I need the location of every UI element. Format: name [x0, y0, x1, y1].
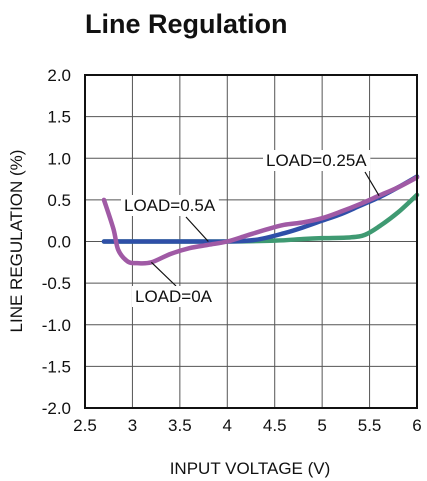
- y-tick-label: -2.0: [42, 399, 71, 418]
- plot-frame: [84, 74, 418, 409]
- annotation-background: [263, 150, 371, 171]
- y-tick-label: -0.5: [42, 274, 71, 293]
- x-tick-label: 4.5: [263, 416, 287, 435]
- x-tick-label: 2.5: [73, 416, 97, 435]
- x-tick-labels: 2.5 3 3.5 4 4.5 5 5.5 6: [73, 416, 422, 435]
- annotation-leader-line: [185, 216, 209, 242]
- annotation-leader-line: [364, 171, 380, 197]
- y-tick-label: 2.0: [47, 66, 71, 85]
- series-line-load-0a: [101, 175, 420, 266]
- x-tick-label: 3.5: [168, 416, 192, 435]
- annotation-leader-line: [150, 261, 177, 287]
- y-tick-labels: -2.0 -1.5 -1.0 -0.5 0.0 0.5 1.0 1.5 2.0: [42, 66, 71, 418]
- x-tick-label: 6: [412, 416, 421, 435]
- y-tick-label: -1.5: [42, 357, 71, 376]
- y-tick-label: -1.0: [42, 316, 71, 335]
- x-tick-label: 3: [128, 416, 137, 435]
- annotation-label: LOAD=0A: [135, 287, 213, 306]
- y-tick-label: 1.0: [47, 149, 71, 168]
- series-lines: [101, 174, 420, 266]
- annotation-label: LOAD=0.5A: [124, 196, 216, 215]
- annotation-label: LOAD=0.25A: [266, 151, 367, 170]
- x-tick-label: 5.5: [358, 416, 382, 435]
- annotation-background: [121, 195, 219, 216]
- chart-title: Line Regulation: [85, 9, 288, 39]
- annotations: LOAD=0.25A LOAD=0.5A LOAD=0A: [121, 150, 380, 307]
- x-tick-label: 5: [317, 416, 326, 435]
- x-axis-label: INPUT VOLTAGE (V): [170, 459, 331, 478]
- annotation-background: [132, 286, 216, 307]
- x-tick-label: 4: [223, 416, 232, 435]
- y-axis-label: LINE REGULATION (%): [7, 150, 26, 333]
- y-tick-label: 0.0: [47, 233, 71, 252]
- y-tick-label: 1.5: [47, 108, 71, 127]
- y-tick-label: 0.5: [47, 191, 71, 210]
